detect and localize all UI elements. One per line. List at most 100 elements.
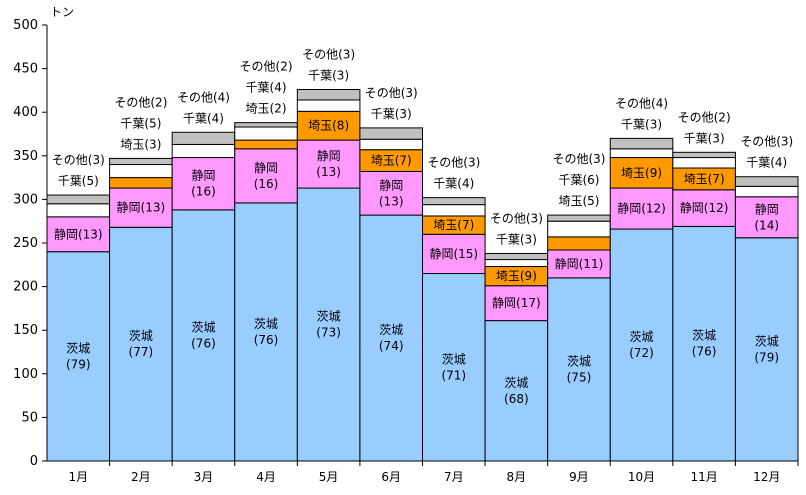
data-label-chiba: 千葉(6) (558, 173, 599, 187)
bar-segment-千葉 (171, 143, 236, 159)
bar-segment-千葉 (547, 220, 611, 238)
bar-segment-千葉 (109, 164, 173, 179)
data-label-ibaraki: 茨城 (567, 354, 591, 368)
bar-segment-千葉 (46, 203, 111, 218)
data-label-other: その他(2) (240, 60, 293, 74)
x-tick-label: 12月 (753, 470, 780, 484)
bar-segment-茨城 (484, 320, 549, 462)
bar-segment-静岡 (484, 285, 549, 322)
bar-segment-千葉 (609, 148, 674, 159)
y-tick-label: 450 (13, 62, 38, 77)
y-tick-label: 300 (13, 192, 38, 207)
x-tick-label: 5月 (319, 470, 339, 484)
data-label-other: その他(3) (52, 153, 105, 167)
bar-segment-茨城 (234, 202, 298, 462)
data-label-shizuoka: 静岡 (755, 202, 779, 216)
bar-segment-茨城 (547, 277, 611, 462)
data-label-shizuoka: 静岡 (379, 178, 403, 192)
bar-segment-茨城 (296, 187, 361, 462)
data-label-ibaraki: (79) (66, 357, 91, 371)
bar-segment-茨城 (734, 237, 799, 462)
data-label-ibaraki: 茨城 (692, 329, 716, 343)
data-label-shizuoka: (16) (254, 177, 279, 191)
bar-segment-茨城 (609, 228, 674, 462)
bar-segment-埼玉 (547, 236, 611, 251)
data-label-ibaraki: (76) (692, 345, 717, 359)
bar-segment-埼玉 (234, 139, 298, 150)
data-label-shizuoka: (13) (316, 165, 341, 179)
data-label-ibaraki: (72) (629, 346, 654, 360)
bar-segment-その他 (609, 137, 674, 150)
data-label-other: その他(4) (615, 96, 668, 110)
bar-segment-静岡 (359, 170, 423, 216)
bar-segment-茨城 (672, 225, 736, 462)
data-label-chiba: 千葉(3) (621, 117, 662, 131)
bar-segment-その他 (296, 89, 361, 101)
data-label-chiba: 千葉(3) (496, 232, 537, 246)
data-label-chiba: 千葉(3) (684, 131, 725, 145)
data-label-shizuoka: (14) (754, 218, 779, 232)
bar-segment-その他 (547, 214, 611, 222)
bar-segment-その他 (484, 252, 549, 261)
data-label-ibaraki: (73) (316, 326, 341, 340)
data-label-shizuoka: 静岡 (317, 149, 341, 163)
bar-segment-千葉 (359, 138, 423, 151)
data-label-saitama: 埼玉(2) (246, 102, 287, 116)
data-label-shizuoka: 静岡(15) (429, 247, 478, 261)
x-tick-label: 7月 (444, 470, 464, 484)
bar-segment-その他 (734, 176, 799, 187)
data-label-ibaraki: (76) (254, 333, 279, 347)
data-label-ibaraki: 茨城 (254, 317, 278, 331)
x-tick-label: 11月 (690, 470, 717, 484)
bar-segment-静岡 (234, 148, 298, 204)
y-tick-label: 250 (13, 236, 38, 251)
x-tick-label: 9月 (569, 470, 589, 484)
data-label-ibaraki: (76) (191, 336, 216, 350)
data-label-shizuoka: 静岡(11) (555, 257, 604, 271)
data-label-saitama: 埼玉(7) (371, 154, 412, 168)
bar-segment-静岡 (109, 187, 173, 228)
data-label-ibaraki: (71) (441, 368, 466, 382)
data-label-ibaraki: (77) (129, 345, 154, 359)
y-axis-label: トン (50, 5, 74, 19)
bar-segment-茨城 (171, 209, 236, 462)
bar-segment-茨城 (109, 226, 173, 462)
data-label-shizuoka: 静岡(13) (117, 201, 166, 215)
bar-segment-その他 (46, 194, 111, 205)
data-label-other: その他(3) (302, 48, 355, 62)
data-label-shizuoka: 静岡(12) (680, 201, 729, 215)
x-tick-label: 10月 (628, 470, 655, 484)
data-label-shizuoka: 静岡(17) (492, 296, 541, 310)
bar-segment-その他 (422, 197, 486, 206)
data-label-other: その他(2) (678, 110, 731, 124)
data-label-ibaraki: (68) (504, 392, 529, 406)
y-tick-label: 500 (13, 18, 38, 33)
data-label-other: その他(3) (740, 135, 793, 149)
data-label-chiba: 千葉(5) (58, 174, 99, 188)
data-label-other: その他(3) (490, 211, 543, 225)
bar-segment-千葉 (234, 126, 298, 141)
data-label-other: その他(3) (427, 156, 480, 170)
bar-segment-千葉 (672, 157, 736, 169)
data-label-other: その他(3) (365, 86, 418, 100)
data-label-saitama: 埼玉(3) (120, 137, 161, 151)
data-label-other: その他(2) (114, 95, 167, 109)
data-label-ibaraki: (75) (567, 370, 592, 384)
data-label-ibaraki: 茨城 (755, 334, 779, 348)
data-label-ibaraki: (79) (754, 350, 779, 364)
data-label-chiba: 千葉(4) (433, 177, 474, 191)
bar-segment-千葉 (422, 204, 486, 217)
x-tick-label: 2月 (131, 470, 151, 484)
x-tick-label: 6月 (381, 470, 401, 484)
bar-segment-埼玉 (109, 177, 173, 189)
bar-segment-千葉 (484, 259, 549, 268)
data-label-chiba: 千葉(4) (746, 156, 787, 170)
y-tick-label: 350 (13, 149, 38, 164)
data-label-ibaraki: 茨城 (66, 341, 90, 355)
bar-segment-埼玉 (296, 110, 361, 141)
data-label-ibaraki: 茨城 (630, 330, 654, 344)
data-label-chiba: 千葉(5) (120, 116, 161, 130)
y-tick-label: 400 (13, 105, 38, 120)
data-label-chiba: 千葉(4) (246, 81, 287, 95)
bar-segment-静岡 (171, 157, 236, 211)
